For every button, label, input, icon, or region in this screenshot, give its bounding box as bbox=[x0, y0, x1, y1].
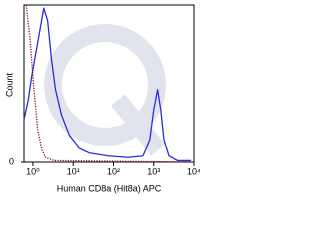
chart: Human CD8a (Hit8a) APC Count 10⁰ 10¹ 10² 10… bbox=[4, 4, 200, 193]
series-line bbox=[23, 7, 192, 162]
x-tick-label: 10³ bbox=[147, 166, 160, 176]
watermark bbox=[44, 24, 166, 156]
x-tick-label: 10⁴ bbox=[187, 166, 200, 176]
x-axis-label: Human CD8a (Hit8a) APC bbox=[57, 183, 162, 193]
series-line bbox=[25, 4, 192, 163]
x-tick-label: 10² bbox=[107, 166, 120, 176]
x-tick-label: 10¹ bbox=[67, 166, 80, 176]
y-axis-label: Count bbox=[4, 73, 14, 98]
x-tick-label: 10⁰ bbox=[26, 166, 40, 176]
y-tick-label: 0 bbox=[9, 156, 14, 166]
plot-frame bbox=[23, 4, 195, 163]
